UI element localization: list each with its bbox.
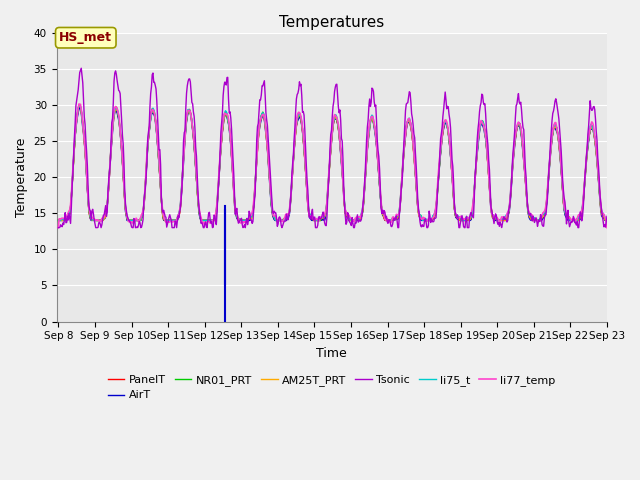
AM25T_PRT xyxy=(122,206,129,212)
li77_temp xyxy=(177,192,185,197)
Tsonic xyxy=(400,138,408,144)
NR01_PRT xyxy=(416,213,424,218)
NR01_PRT xyxy=(75,103,83,108)
NR01_PRT xyxy=(54,217,62,223)
li75_t xyxy=(76,102,84,108)
PanelT xyxy=(76,103,84,109)
li77_temp xyxy=(65,210,72,216)
Tsonic xyxy=(177,196,185,202)
AirT xyxy=(416,216,424,222)
Title: Temperatures: Temperatures xyxy=(279,15,385,30)
NR01_PRT xyxy=(206,217,214,223)
NR01_PRT xyxy=(400,146,408,152)
AM25T_PRT xyxy=(400,148,408,154)
li77_temp xyxy=(54,225,62,230)
Tsonic xyxy=(603,214,611,219)
PanelT xyxy=(416,215,424,220)
AirT xyxy=(206,217,214,223)
Line: li75_t: li75_t xyxy=(58,105,607,220)
PanelT xyxy=(54,217,62,223)
AM25T_PRT xyxy=(177,193,185,199)
AirT xyxy=(177,195,185,201)
NR01_PRT xyxy=(65,213,72,219)
NR01_PRT xyxy=(177,192,185,198)
AirT xyxy=(76,104,84,110)
X-axis label: Time: Time xyxy=(316,347,347,360)
Tsonic xyxy=(206,217,214,223)
PanelT xyxy=(400,149,408,155)
AM25T_PRT xyxy=(206,217,214,223)
li75_t xyxy=(177,190,185,195)
li75_t xyxy=(206,217,214,223)
AM25T_PRT xyxy=(65,214,72,219)
li75_t xyxy=(122,204,129,210)
Line: li77_temp: li77_temp xyxy=(58,104,607,228)
PanelT xyxy=(603,217,611,223)
li77_temp xyxy=(416,214,424,220)
li77_temp xyxy=(400,144,408,150)
Line: Tsonic: Tsonic xyxy=(58,68,607,228)
Tsonic xyxy=(65,217,72,223)
Tsonic xyxy=(416,219,424,225)
li75_t xyxy=(400,145,408,151)
AirT xyxy=(603,217,611,223)
AM25T_PRT xyxy=(603,217,611,223)
li77_temp xyxy=(75,101,83,107)
AM25T_PRT xyxy=(54,217,62,223)
Text: HS_met: HS_met xyxy=(60,31,112,44)
PanelT xyxy=(65,214,72,219)
AM25T_PRT xyxy=(416,215,424,220)
Legend: PanelT, AirT, NR01_PRT, AM25T_PRT, Tsonic, li75_t, li77_temp: PanelT, AirT, NR01_PRT, AM25T_PRT, Tsoni… xyxy=(103,371,560,405)
Line: AM25T_PRT: AM25T_PRT xyxy=(58,105,607,220)
Tsonic xyxy=(54,225,62,230)
Y-axis label: Temperature: Temperature xyxy=(15,137,28,217)
PanelT xyxy=(206,217,214,223)
Tsonic xyxy=(77,65,85,71)
li75_t xyxy=(65,213,72,218)
li75_t xyxy=(54,217,62,223)
li77_temp xyxy=(122,204,129,210)
Line: PanelT: PanelT xyxy=(58,106,607,220)
li77_temp xyxy=(603,225,611,230)
NR01_PRT xyxy=(122,205,129,211)
AirT xyxy=(65,215,72,220)
NR01_PRT xyxy=(603,217,611,223)
li75_t xyxy=(416,212,424,217)
AM25T_PRT xyxy=(76,102,84,108)
PanelT xyxy=(177,193,185,199)
AirT xyxy=(54,217,62,223)
li77_temp xyxy=(206,220,214,226)
AirT xyxy=(122,209,129,215)
PanelT xyxy=(122,207,129,213)
Line: AirT: AirT xyxy=(58,107,607,220)
AirT xyxy=(400,149,408,155)
Tsonic xyxy=(122,201,129,207)
Line: NR01_PRT: NR01_PRT xyxy=(58,106,607,220)
li75_t xyxy=(603,217,611,223)
